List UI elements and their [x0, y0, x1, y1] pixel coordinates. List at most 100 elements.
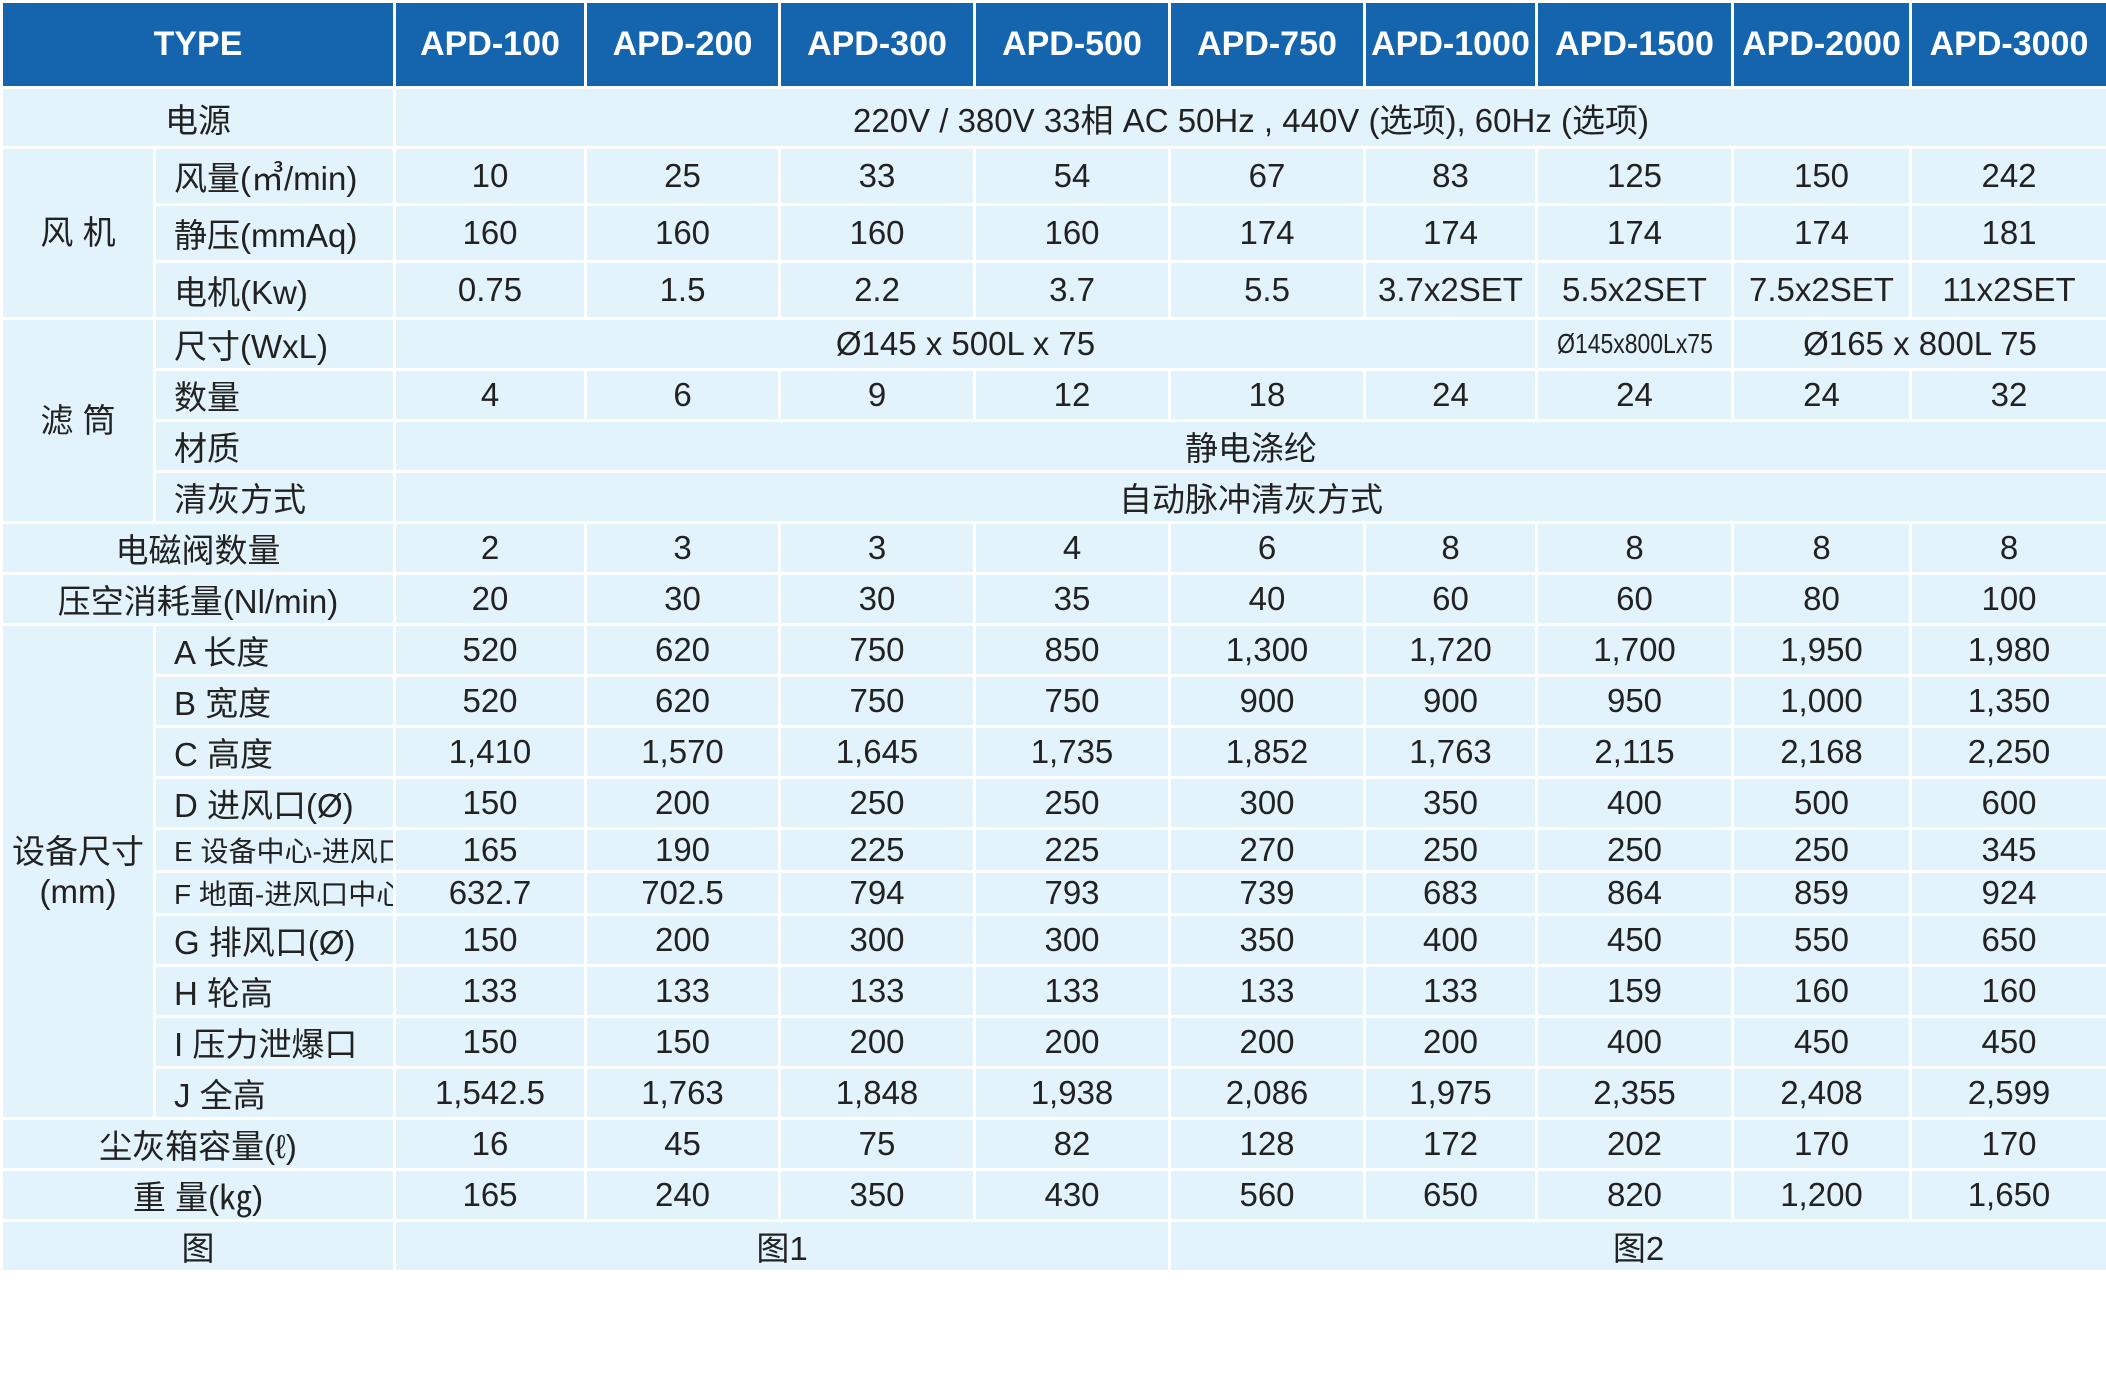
value-cell: 1,410 [393, 725, 587, 779]
value-cell: 160 [1731, 964, 1912, 1018]
value-cell: 200 [973, 1015, 1171, 1069]
row-label: 压空消耗量(Nl/min) [0, 572, 396, 626]
value-cell: 450 [1731, 1015, 1912, 1069]
value-cell: 200 [778, 1015, 976, 1069]
dimension-row: J 全高 1,542.5 1,763 1,848 1,938 2,086 1,975 2,35… [2, 1066, 2106, 1120]
value-cell: 24 [1535, 368, 1734, 422]
value-cell: 150 [393, 913, 587, 967]
value-cell: 650 [1363, 1168, 1538, 1222]
value-cell: 18 [1168, 368, 1366, 422]
value-cell: 1,763 [584, 1066, 781, 1120]
figure-ref: 图1 [393, 1219, 1171, 1273]
value-cell: 2,115 [1535, 725, 1734, 779]
value-cell: 1,852 [1168, 725, 1366, 779]
value-cell: 150 [393, 776, 587, 830]
row-label: E 设备中心-进风口中心 [153, 827, 396, 873]
value-cell: 702.5 [584, 870, 781, 916]
value-cell: 300 [973, 913, 1171, 967]
value-cell: 850 [973, 623, 1171, 677]
value-cell: 450 [1535, 913, 1734, 967]
value-cell: Ø145x800Lx75 [1535, 317, 1734, 371]
value-cell: 1,735 [973, 725, 1171, 779]
row-label: B 宽度 [153, 674, 396, 728]
value-cell: 200 [584, 776, 781, 830]
value-cell: 683 [1363, 870, 1538, 916]
value-cell: 165 [393, 827, 587, 873]
row-label: 数量 [153, 368, 396, 422]
value-cell: 793 [973, 870, 1171, 916]
value-cell: 150 [393, 1015, 587, 1069]
row-label: 电磁阀数量 [0, 521, 396, 575]
value-cell: 350 [778, 1168, 976, 1222]
value-cell: 60 [1535, 572, 1734, 626]
value-cell: 1,570 [584, 725, 781, 779]
value-cell: 8 [1363, 521, 1538, 575]
value-cell: 30 [778, 572, 976, 626]
filter-material-row: 材质 静电涤纶 [2, 419, 2106, 473]
dimension-row: H 轮高 133 133 133 133 133 133 159 160 160 [2, 964, 2106, 1018]
value-cell: 450 [1909, 1015, 2106, 1069]
value-cell: 500 [1731, 776, 1912, 830]
value-cell: 40 [1168, 572, 1366, 626]
figure-ref: 图2 [1168, 1219, 2106, 1273]
value-cell: 3.7x2SET [1363, 260, 1538, 320]
value-cell: 30 [584, 572, 781, 626]
value-cell: 174 [1168, 203, 1366, 263]
value-cell: 8 [1731, 521, 1912, 575]
value-cell: 45 [584, 1117, 781, 1171]
row-label: 电机(Kw) [153, 260, 396, 320]
dimension-row: E 设备中心-进风口中心165190225225270250250250345 [2, 827, 2106, 873]
value-cell: 620 [584, 623, 781, 677]
value-cell: 10 [393, 146, 587, 206]
value-cell: 1,975 [1363, 1066, 1538, 1120]
value-cell: 250 [973, 776, 1171, 830]
value-cell: 160 [584, 203, 781, 263]
value-cell: 1,200 [1731, 1168, 1912, 1222]
value-cell: 170 [1731, 1117, 1912, 1171]
row-label: A 长度 [153, 623, 396, 677]
value-cell: 100 [1909, 572, 2106, 626]
value-cell: 190 [584, 827, 781, 873]
value-cell: 300 [1168, 776, 1366, 830]
value-cell: 620 [584, 674, 781, 728]
value-cell: 16 [393, 1117, 587, 1171]
value-cell: 1,763 [1363, 725, 1538, 779]
value-cell: 924 [1909, 870, 2106, 916]
value-cell: 133 [973, 964, 1171, 1018]
value-cell: 174 [1731, 203, 1912, 263]
value-cell: 270 [1168, 827, 1366, 873]
value-cell: 750 [778, 623, 976, 677]
value-cell: 160 [393, 203, 587, 263]
row-label: I 压力泄爆口 [153, 1015, 396, 1069]
value-cell: 160 [1909, 964, 2106, 1018]
value-cell: 2,250 [1909, 725, 2106, 779]
value-cell: 8 [1535, 521, 1734, 575]
value-cell: 181 [1909, 203, 2106, 263]
dimension-row: F 地面-进风口中心 632.7 702.5 794 793 739 683 864 859 92… [2, 870, 2106, 916]
value-cell: 2,599 [1909, 1066, 2106, 1120]
value-cell: 520 [393, 674, 587, 728]
value-cell: 24 [1363, 368, 1538, 422]
value-cell: 8 [1909, 521, 2106, 575]
model-header: APD-300 [778, 0, 976, 89]
value-cell: 650 [1909, 913, 2106, 967]
dimension-row: 设备尺寸(mm) A 长度 520 620 750 850 1,300 1,720 1,700 1… [0, 623, 2106, 1120]
fan-row: 风 机风量(㎥/min) 10 25 33 54 67 83 125 150 242 [0, 146, 2106, 320]
value-cell: 9 [778, 368, 976, 422]
figure-row: 图图1 图2 [0, 1219, 2106, 1273]
value-cell: 0.75 [393, 260, 587, 320]
value-cell: 12 [973, 368, 1171, 422]
value-cell: 2,355 [1535, 1066, 1734, 1120]
value-cell: 75 [778, 1117, 976, 1171]
value-cell: 1,650 [1909, 1168, 2106, 1222]
value-cell: 1,700 [1535, 623, 1734, 677]
value-cell: 133 [393, 964, 587, 1018]
valve-row: 电磁阀数量 2 3 3 4 6 8 8 8 8 [0, 521, 2106, 575]
value-cell: 125 [1535, 146, 1734, 206]
model-header: APD-2000 [1731, 0, 1912, 89]
value-cell: 864 [1535, 870, 1734, 916]
value-cell: 6 [1168, 521, 1366, 575]
dimension-row: B 宽度 520 620 750 750 900 900 950 1,000 1,350 [2, 674, 2106, 728]
row-label: F 地面-进风口中心 [153, 870, 396, 916]
value-cell: 174 [1363, 203, 1538, 263]
